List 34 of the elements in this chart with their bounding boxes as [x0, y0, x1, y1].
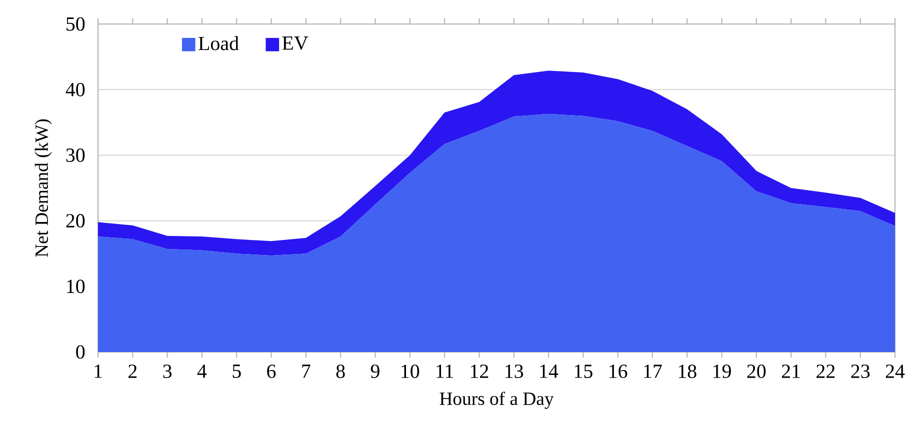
y-tick-label: 0 — [76, 345, 85, 359]
x-tick-label: 2 — [128, 364, 137, 378]
x-tick-label: 16 — [610, 364, 628, 378]
x-tick-label: 6 — [267, 364, 276, 378]
x-tick-label: 20 — [747, 364, 766, 378]
x-axis-title: Hours of a Day — [440, 392, 554, 409]
x-tick-label: 14 — [540, 364, 558, 378]
x-tick-label: 15 — [574, 364, 592, 378]
x-tick-label: 3 — [163, 364, 172, 378]
x-tick-label: 10 — [402, 364, 420, 378]
y-tick-label: 20 — [66, 214, 85, 228]
legend-label: Load — [198, 36, 239, 50]
x-tick-label: 22 — [816, 364, 835, 378]
x-tick-label: 21 — [782, 364, 800, 378]
x-tick-label: 1 — [94, 364, 102, 378]
x-tick-label: 19 — [714, 364, 731, 378]
x-tick-label: 9 — [370, 364, 380, 378]
x-tick-label: 7 — [302, 364, 310, 378]
x-tick-label: 17 — [644, 364, 662, 378]
y-tick-label: 10 — [67, 280, 85, 294]
x-tick-label: 5 — [232, 364, 241, 378]
y-tick-label: 30 — [66, 148, 85, 162]
y-tick-label: 40 — [66, 82, 85, 96]
y-axis-title: Net Demand (kW) — [34, 119, 52, 257]
x-tick-label: 12 — [470, 364, 488, 378]
x-tick-label: 4 — [197, 364, 207, 378]
x-tick-label: 13 — [506, 364, 524, 378]
x-tick-label: 23 — [851, 364, 870, 378]
x-tick-label: 24 — [886, 364, 905, 378]
y-tick-label: 50 — [66, 17, 85, 31]
x-tick-label: 8 — [336, 364, 345, 378]
x-tick-label: 11 — [436, 364, 453, 378]
legend-label: EV — [282, 36, 308, 50]
x-tick-label: 18 — [678, 364, 696, 378]
